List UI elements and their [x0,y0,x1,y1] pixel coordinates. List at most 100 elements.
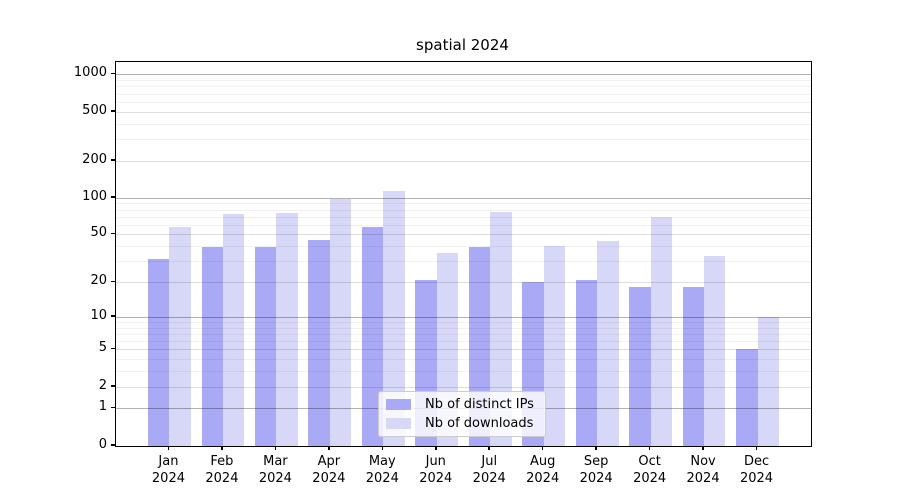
x-axis-tick-label: Nov 2024 [686,453,720,486]
y-tick-mark [111,72,115,75]
y-axis-tick-label: 5 [98,340,107,356]
x-tick-mark [221,446,223,450]
y-tick-mark [111,196,115,198]
gridline-major [116,160,811,162]
legend-item-downloads: Nb of downloads [386,416,538,431]
y-tick-mark [111,347,115,350]
bar-distinct-ips [629,287,651,446]
legend-swatch-distinct-ips [386,399,411,411]
gridline-minor [116,101,811,103]
x-axis-tick-label: Sep 2024 [579,453,613,486]
gridline-major [116,349,811,351]
x-axis-tick-label: Aug 2024 [526,453,560,486]
x-tick-mark [595,446,597,450]
bar-downloads [490,212,512,446]
x-axis-tick-label: Dec 2024 [739,453,774,486]
x-tick-mark [167,446,170,450]
chart-title: spatial 2024 [416,36,509,54]
x-tick-mark [435,446,437,450]
x-tick-mark [274,446,277,450]
legend-label-distinct-ips: Nb of distinct IPs [425,397,534,413]
y-axis-tick-label: 0 [98,436,107,452]
bar-distinct-ips [148,259,170,446]
y-axis-tick-label: 1000 [73,65,107,81]
bar-distinct-ips [254,247,277,446]
gridline-major [116,282,811,283]
y-axis-tick-label: 100 [82,188,107,204]
x-axis-tick-label: Mar 2024 [258,453,292,486]
gridline-minor [116,123,811,125]
gridline-minor [116,327,811,329]
legend-item-distinct-ips: Nb of distinct IPs [386,397,538,412]
bar-downloads [329,199,352,446]
x-tick-mark [648,446,651,450]
gridline-minor [116,341,811,342]
x-tick-mark [541,446,544,450]
y-tick-mark [111,315,115,317]
x-tick-mark [328,446,330,450]
legend-label-downloads: Nb of downloads [425,415,534,431]
gridline-major [116,234,811,236]
x-axis-tick-label: Apr 2024 [312,453,346,486]
bar-distinct-ips [575,279,598,446]
y-axis-tick-label: 500 [82,102,107,118]
bar-distinct-ips [361,226,384,446]
y-tick-mark [111,159,115,161]
x-tick-mark [755,446,758,450]
bar-downloads [276,212,298,446]
x-axis-tick-label: Feb 2024 [205,453,239,486]
bar-downloads [169,227,191,446]
bar-downloads [597,241,619,446]
gridline-minor [116,321,811,323]
bar-downloads [222,213,245,446]
x-tick-mark [488,446,490,450]
bar-downloads [543,246,566,446]
y-tick-mark [111,385,115,387]
gridline-minor [116,86,811,88]
gridline-minor [116,261,811,263]
x-tick-mark [702,446,704,450]
bar-downloads [383,191,405,446]
gridline-major [116,197,811,199]
x-axis-tick-label: Jan 2024 [151,453,185,486]
gridline-minor [116,216,811,218]
y-axis-tick-label: 2 [98,377,107,393]
gridline-minor [116,359,811,361]
gridline-minor [116,333,811,335]
gridline-minor [116,224,811,226]
bar-distinct-ips [308,239,330,446]
gridline-minor [116,93,811,95]
bar-downloads [704,256,726,446]
legend-swatch-downloads [386,417,411,429]
gridline-major [116,74,811,76]
x-tick-mark [381,446,384,450]
legend: Nb of distinct IPs Nb of downloads [378,391,546,437]
x-axis-tick-label: Jul 2024 [472,453,506,486]
y-axis-tick-label: 10 [90,307,107,323]
gridline-major [116,316,811,318]
gridline-major [116,111,811,113]
bar-distinct-ips [201,247,223,446]
x-axis-tick-label: Oct 2024 [633,453,667,486]
gridline-minor [116,80,811,82]
x-axis-tick-label: May 2024 [365,453,399,486]
y-tick-mark [111,232,115,235]
plot-area [115,61,812,447]
bar-downloads [650,216,672,446]
y-tick-mark [111,110,115,112]
y-tick-mark [111,444,115,446]
y-axis-tick-label: 200 [82,151,107,167]
y-axis-tick-label: 20 [90,273,107,288]
gridline-minor [116,139,811,141]
gridline-minor [116,209,811,211]
gridline-minor [116,371,811,373]
bar-downloads [757,316,779,446]
bar-distinct-ips [736,349,758,446]
y-tick-mark [111,280,115,282]
x-axis-tick-label: Jun 2024 [419,453,453,486]
y-axis-tick-label: 1 [98,399,107,415]
gridline-minor [116,246,811,248]
y-axis-tick-label: 50 [90,225,107,241]
bar-distinct-ips [682,287,705,446]
